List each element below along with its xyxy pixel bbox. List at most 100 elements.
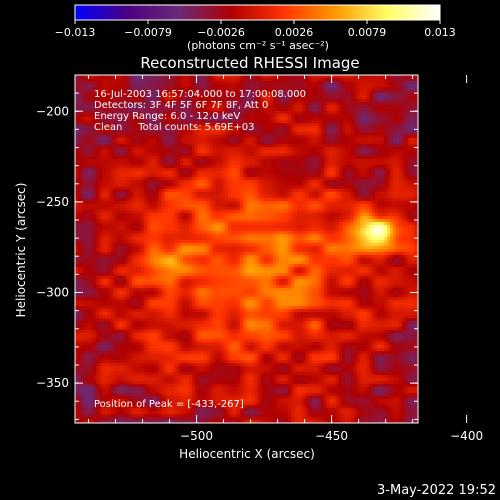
colorbar-tick-label: 0.0079	[348, 26, 387, 39]
heatmap-pixel	[87, 162, 90, 165]
heatmap-pixel	[318, 195, 321, 198]
heatmap-pixel	[267, 192, 270, 195]
heatmap-pixel	[225, 183, 228, 186]
heatmap-pixel	[102, 87, 105, 90]
heatmap-pixel	[291, 159, 294, 162]
heatmap-pixel	[150, 75, 153, 78]
heatmap-pixel	[345, 114, 348, 117]
heatmap-pixel	[339, 129, 342, 132]
heatmap-pixel	[180, 93, 183, 96]
heatmap-pixel	[138, 150, 141, 153]
heatmap-pixel	[351, 192, 354, 195]
heatmap-pixel	[180, 102, 183, 105]
heatmap-pixel	[366, 141, 369, 144]
heatmap-pixel	[237, 168, 240, 171]
heatmap-pixel	[189, 186, 192, 189]
heatmap-pixel	[186, 180, 189, 183]
heatmap-pixel	[177, 189, 180, 192]
heatmap-pixel	[402, 90, 405, 93]
heatmap-pixel	[153, 147, 156, 150]
heatmap-pixel	[219, 129, 222, 132]
heatmap-pixel	[156, 174, 159, 177]
heatmap-pixel	[363, 195, 366, 198]
heatmap-pixel	[324, 132, 327, 135]
heatmap-pixel	[306, 180, 309, 183]
heatmap-pixel	[258, 120, 261, 123]
heatmap-pixel	[291, 90, 294, 93]
heatmap-pixel	[195, 153, 198, 156]
heatmap-pixel	[117, 183, 120, 186]
heatmap-pixel	[105, 192, 108, 195]
heatmap-pixel	[261, 96, 264, 99]
heatmap-pixel	[378, 159, 381, 162]
heatmap-pixel	[249, 123, 252, 126]
heatmap-pixel	[90, 96, 93, 99]
heatmap-pixel	[144, 93, 147, 96]
heatmap-pixel	[192, 180, 195, 183]
heatmap-pixel	[90, 81, 93, 84]
heatmap-pixel	[204, 147, 207, 150]
heatmap-pixel	[357, 174, 360, 177]
heatmap-pixel	[135, 177, 138, 180]
heatmap-pixel	[243, 192, 246, 195]
heatmap-pixel	[282, 180, 285, 183]
heatmap-pixel	[363, 156, 366, 159]
heatmap-pixel	[105, 102, 108, 105]
heatmap-pixel	[402, 135, 405, 138]
heatmap-pixel	[321, 90, 324, 93]
heatmap-pixel	[396, 198, 399, 201]
heatmap-pixel	[264, 120, 267, 123]
heatmap-pixel	[357, 132, 360, 135]
heatmap-pixel	[126, 189, 129, 192]
heatmap-pixel	[105, 87, 108, 90]
heatmap-pixel	[99, 75, 102, 78]
heatmap-pixel	[228, 120, 231, 123]
heatmap-pixel	[147, 168, 150, 171]
heatmap-pixel	[102, 93, 105, 96]
heatmap-pixel	[204, 75, 207, 78]
heatmap-pixel	[150, 153, 153, 156]
heatmap-pixel	[342, 192, 345, 195]
heatmap-pixel	[348, 165, 351, 168]
heatmap-pixel	[387, 102, 390, 105]
heatmap-pixel	[138, 99, 141, 102]
heatmap-pixel	[306, 147, 309, 150]
heatmap-pixel	[171, 195, 174, 198]
heatmap-pixel	[393, 129, 396, 132]
heatmap-pixel	[405, 144, 408, 147]
heatmap-pixel	[168, 195, 171, 198]
heatmap-pixel	[123, 186, 126, 189]
heatmap-pixel	[237, 111, 240, 114]
heatmap-pixel	[138, 120, 141, 123]
heatmap-pixel	[165, 204, 168, 207]
heatmap-pixel	[327, 123, 330, 126]
heatmap-pixel	[387, 108, 390, 111]
heatmap-pixel	[135, 186, 138, 189]
heatmap-pixel	[243, 126, 246, 129]
heatmap-pixel	[348, 141, 351, 144]
heatmap-pixel	[273, 99, 276, 102]
heatmap-pixel	[396, 201, 399, 204]
heatmap-pixel	[135, 96, 138, 99]
heatmap-pixel	[93, 129, 96, 132]
heatmap-pixel	[384, 144, 387, 147]
heatmap-pixel	[135, 126, 138, 129]
heatmap-pixel	[315, 189, 318, 192]
heatmap-pixel	[219, 147, 222, 150]
heatmap-pixel	[327, 108, 330, 111]
heatmap-pixel	[213, 189, 216, 192]
heatmap-pixel	[123, 87, 126, 90]
heatmap-pixel	[315, 192, 318, 195]
heatmap-pixel	[405, 141, 408, 144]
heatmap-pixel	[249, 186, 252, 189]
heatmap-pixel	[342, 87, 345, 90]
heatmap-pixel	[267, 114, 270, 117]
heatmap-pixel	[87, 189, 90, 192]
heatmap-pixel	[234, 177, 237, 180]
heatmap-pixel	[414, 111, 417, 114]
heatmap-pixel	[87, 165, 90, 168]
heatmap-pixel	[138, 96, 141, 99]
heatmap-pixel	[372, 153, 375, 156]
colorbar-tick-label: 0.013	[424, 26, 456, 39]
heatmap-pixel	[225, 135, 228, 138]
